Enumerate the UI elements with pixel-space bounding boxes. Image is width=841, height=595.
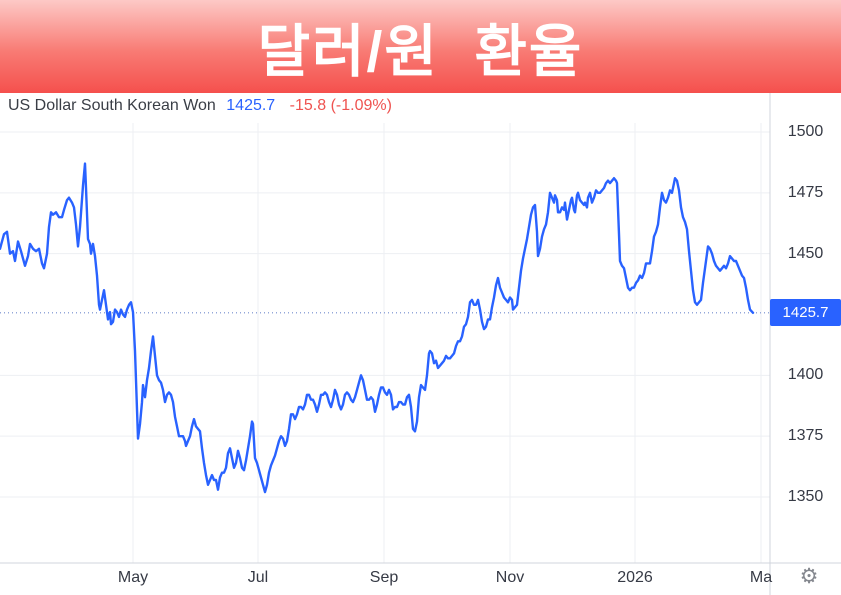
y-axis-label: 1500: [787, 123, 824, 140]
y-axis-label: 1475: [787, 183, 824, 201]
last-price-value: 1425.7: [226, 97, 276, 114]
x-axis-label: Nov: [495, 569, 525, 586]
price-line-series: [0, 162, 755, 494]
last-price-badge: 1425.7: [770, 299, 841, 327]
y-axis-label: 1450: [787, 244, 824, 262]
page-title: 달러/원 환율: [257, 19, 584, 84]
x-axis-label: 2026: [617, 569, 653, 586]
x-axis-label: Ma: [749, 569, 773, 586]
y-axis-label: 1375: [787, 427, 824, 445]
x-axis-label: Jul: [247, 569, 269, 586]
chart-header: US Dollar South Korean Won 1425.7 -15.8 …: [8, 97, 392, 115]
title-banner: 달러/원 환율: [0, 0, 841, 93]
y-axis-label: 1350: [787, 488, 824, 505]
y-axis-scale[interactable]: 1500 1475 1450 1400 1375 1350: [770, 93, 841, 563]
x-axis-label: May: [117, 569, 149, 586]
price-change: -15.8 (-1.09%): [289, 97, 392, 114]
x-axis-scale[interactable]: May Jul Sep Nov 2026 Ma: [0, 563, 841, 595]
y-axis-label: 1400: [787, 366, 824, 384]
symbol-name: US Dollar South Korean Won: [8, 97, 216, 114]
settings-gear-icon[interactable]: ⚙: [799, 565, 819, 588]
x-axis-label: Sep: [369, 569, 399, 586]
